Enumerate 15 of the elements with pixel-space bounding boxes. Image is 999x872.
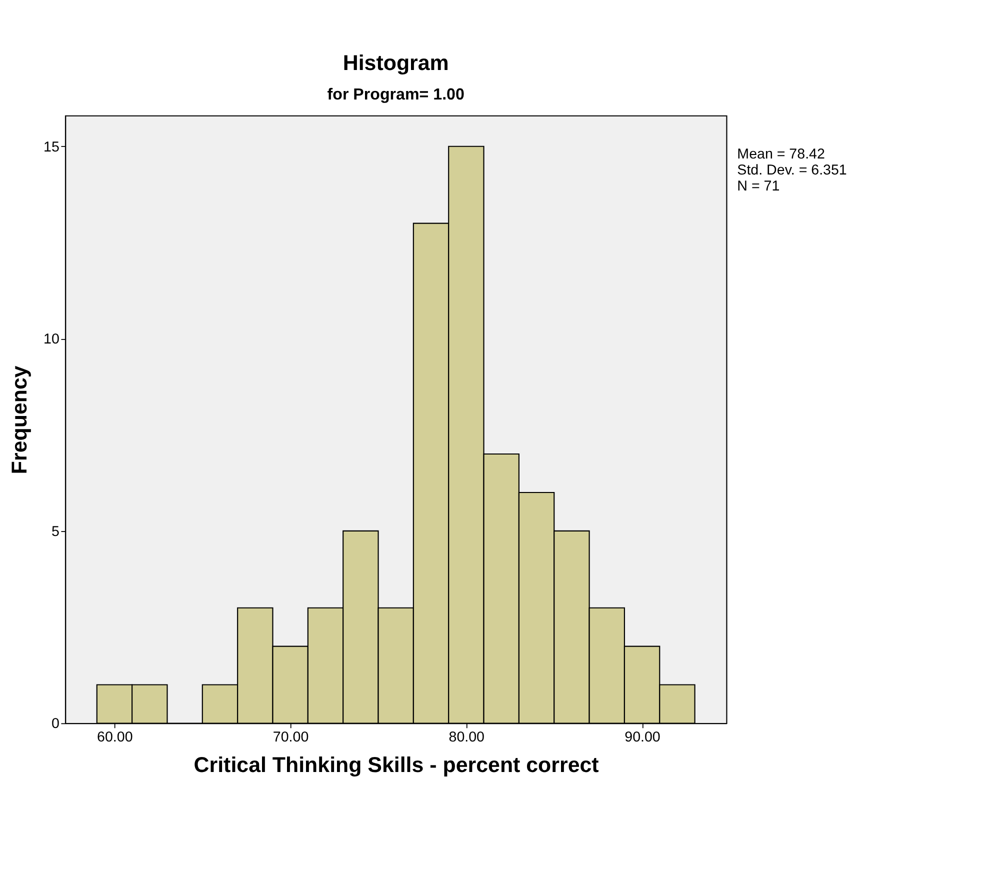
x-axis-title: Critical Thinking Skills - percent correct — [194, 752, 599, 777]
y-tick-label: 15 — [44, 139, 60, 156]
x-tick-label: 70.00 — [272, 730, 309, 746]
text: N = 71 — [737, 178, 780, 195]
y-tick-label: 0 — [51, 716, 60, 732]
x-tick-label: 80.00 — [448, 730, 485, 746]
y-tick-label: 5 — [51, 524, 60, 540]
y-axis-title: Frequency — [8, 366, 32, 474]
chart-subtitle: for Program= 1.00 — [327, 86, 464, 104]
y-tick-label: 10 — [44, 332, 60, 348]
x-tick-label: 60.00 — [97, 730, 133, 746]
chart-title: Histogram — [342, 51, 449, 76]
text: Std. Dev. = 6.351 — [737, 162, 847, 179]
x-tick-label: 90.00 — [624, 730, 660, 746]
text: Mean = 78.42 — [737, 146, 825, 162]
